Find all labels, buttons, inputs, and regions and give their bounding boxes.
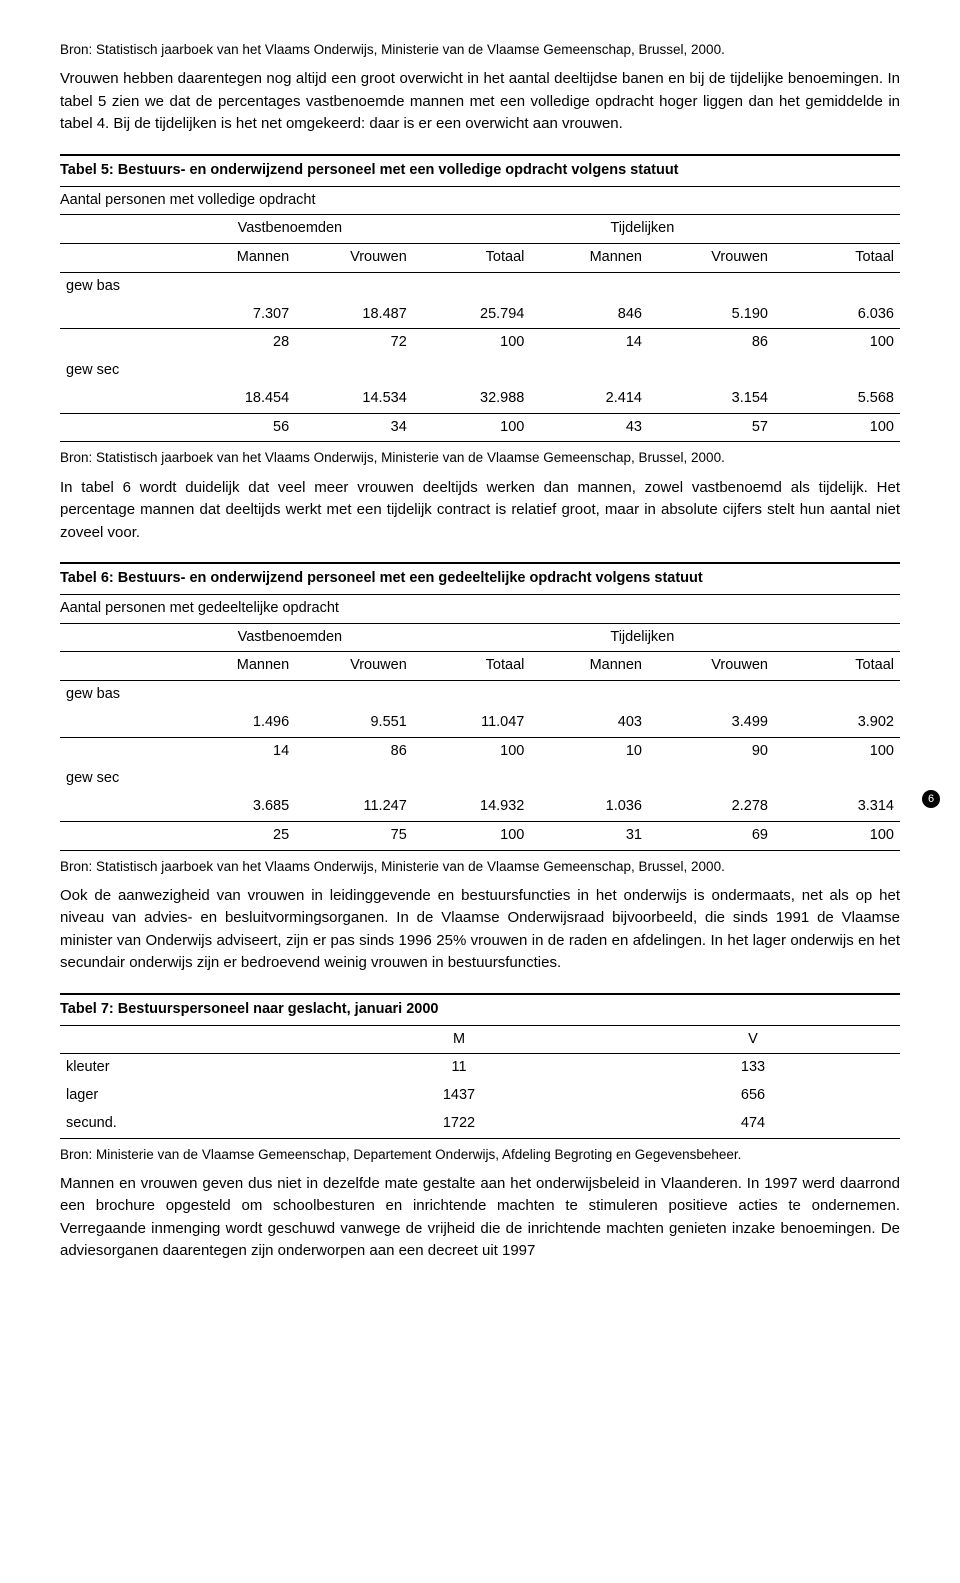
table-cell: 43 [530, 413, 648, 441]
table-title: Tabel 7: Bestuurspersoneel naar geslacht… [60, 995, 900, 1026]
table-cell: 69 [648, 821, 774, 849]
table-cell: 2.278 [648, 793, 774, 821]
table-cell: 9.551 [295, 709, 413, 737]
table-cell: 3.314 [774, 793, 900, 821]
table-cell: 75 [295, 821, 413, 849]
table-cell: 7.307 [178, 301, 296, 329]
column-header: Mannen [530, 652, 648, 681]
table-cell: 11 [312, 1054, 606, 1082]
table-cell: 100 [413, 413, 531, 441]
page-number-badge: 6 [922, 790, 940, 808]
body-paragraph: Mannen en vrouwen geven dus niet in deze… [60, 1173, 900, 1263]
table-cell: 100 [774, 737, 900, 765]
table-cell: 2.414 [530, 385, 648, 413]
table-title: Tabel 5: Bestuurs- en onderwijzend perso… [60, 156, 900, 187]
table-cell: 18.487 [295, 301, 413, 329]
column-header: Totaal [774, 652, 900, 681]
table-cell: 31 [530, 821, 648, 849]
row-label: gew sec [60, 765, 178, 793]
source-line: Bron: Statistisch jaarboek van het Vlaam… [60, 448, 900, 468]
table-subtitle: Aantal personen met gedeeltelijke opdrac… [60, 595, 900, 624]
table-cell: 100 [413, 737, 531, 765]
table-cell: 25.794 [413, 301, 531, 329]
table-cell: 5.568 [774, 385, 900, 413]
table-cell: 3.685 [178, 793, 296, 821]
table-cell: 25 [178, 821, 296, 849]
row-label: secund. [60, 1110, 312, 1138]
table-cell: 1.496 [178, 709, 296, 737]
table-cell: 100 [774, 413, 900, 441]
column-header: Totaal [413, 652, 531, 681]
table-cell: 100 [774, 329, 900, 357]
column-header: Mannen [178, 652, 296, 681]
table-cell: 28 [178, 329, 296, 357]
table-cell: 86 [295, 737, 413, 765]
data-table: M V kleuter 11 133 lager 1437 656 secund… [60, 1026, 900, 1138]
column-group-header: Vastbenoemden [178, 624, 531, 652]
table-subtitle: Aantal personen met volledige opdracht [60, 187, 900, 216]
body-paragraph: In tabel 6 wordt duidelijk dat veel meer… [60, 477, 900, 545]
row-label: kleuter [60, 1054, 312, 1082]
table-cell: 100 [413, 821, 531, 849]
column-header: Vrouwen [648, 652, 774, 681]
table-cell: 14.534 [295, 385, 413, 413]
table-cell: 6.036 [774, 301, 900, 329]
table-cell: 846 [530, 301, 648, 329]
column-header: V [606, 1026, 900, 1054]
table-cell: 11.047 [413, 709, 531, 737]
table-7: Tabel 7: Bestuurspersoneel naar geslacht… [60, 993, 900, 1139]
table-cell: 133 [606, 1054, 900, 1082]
table-cell: 1437 [312, 1082, 606, 1110]
table-cell: 56 [178, 413, 296, 441]
column-header: Mannen [178, 244, 296, 273]
table-cell: 14.932 [413, 793, 531, 821]
column-header: Mannen [530, 244, 648, 273]
table-cell: 18.454 [178, 385, 296, 413]
table-cell: 1722 [312, 1110, 606, 1138]
table-cell: 656 [606, 1082, 900, 1110]
table-cell: 34 [295, 413, 413, 441]
column-header: M [312, 1026, 606, 1054]
source-line: Bron: Statistisch jaarboek van het Vlaam… [60, 857, 900, 877]
table-cell: 11.247 [295, 793, 413, 821]
table-cell: 100 [413, 329, 531, 357]
table-title: Tabel 6: Bestuurs- en onderwijzend perso… [60, 564, 900, 595]
table-cell: 1.036 [530, 793, 648, 821]
table-cell: 57 [648, 413, 774, 441]
table-cell: 14 [530, 329, 648, 357]
row-label: lager [60, 1082, 312, 1110]
table-cell: 403 [530, 709, 648, 737]
row-label: gew bas [60, 272, 178, 300]
column-header: Totaal [774, 244, 900, 273]
table-5: Tabel 5: Bestuurs- en onderwijzend perso… [60, 154, 900, 443]
table-cell: 14 [178, 737, 296, 765]
column-header: Vrouwen [295, 652, 413, 681]
data-table: Vastbenoemden Tijdelijken Mannen Vrouwen… [60, 624, 900, 850]
table-cell: 90 [648, 737, 774, 765]
body-paragraph: Vrouwen hebben daarentegen nog altijd ee… [60, 68, 900, 136]
column-header: Totaal [413, 244, 531, 273]
source-line: Bron: Ministerie van de Vlaamse Gemeensc… [60, 1145, 900, 1165]
table-cell: 32.988 [413, 385, 531, 413]
row-label: gew bas [60, 681, 178, 709]
table-cell: 3.499 [648, 709, 774, 737]
table-cell: 72 [295, 329, 413, 357]
table-cell: 10 [530, 737, 648, 765]
table-6: Tabel 6: Bestuurs- en onderwijzend perso… [60, 562, 900, 851]
table-cell: 3.154 [648, 385, 774, 413]
table-cell: 5.190 [648, 301, 774, 329]
column-group-header: Tijdelijken [530, 215, 900, 243]
column-group-header: Tijdelijken [530, 624, 900, 652]
table-cell: 100 [774, 821, 900, 849]
table-cell: 86 [648, 329, 774, 357]
column-header: Vrouwen [648, 244, 774, 273]
column-header: Vrouwen [295, 244, 413, 273]
table-cell: 3.902 [774, 709, 900, 737]
source-line: Bron: Statistisch jaarboek van het Vlaam… [60, 40, 900, 60]
body-paragraph: Ook de aanwezigheid van vrouwen in leidi… [60, 885, 900, 975]
data-table: Vastbenoemden Tijdelijken Mannen Vrouwen… [60, 215, 900, 441]
table-cell: 474 [606, 1110, 900, 1138]
column-group-header: Vastbenoemden [178, 215, 531, 243]
row-label: gew sec [60, 357, 178, 385]
